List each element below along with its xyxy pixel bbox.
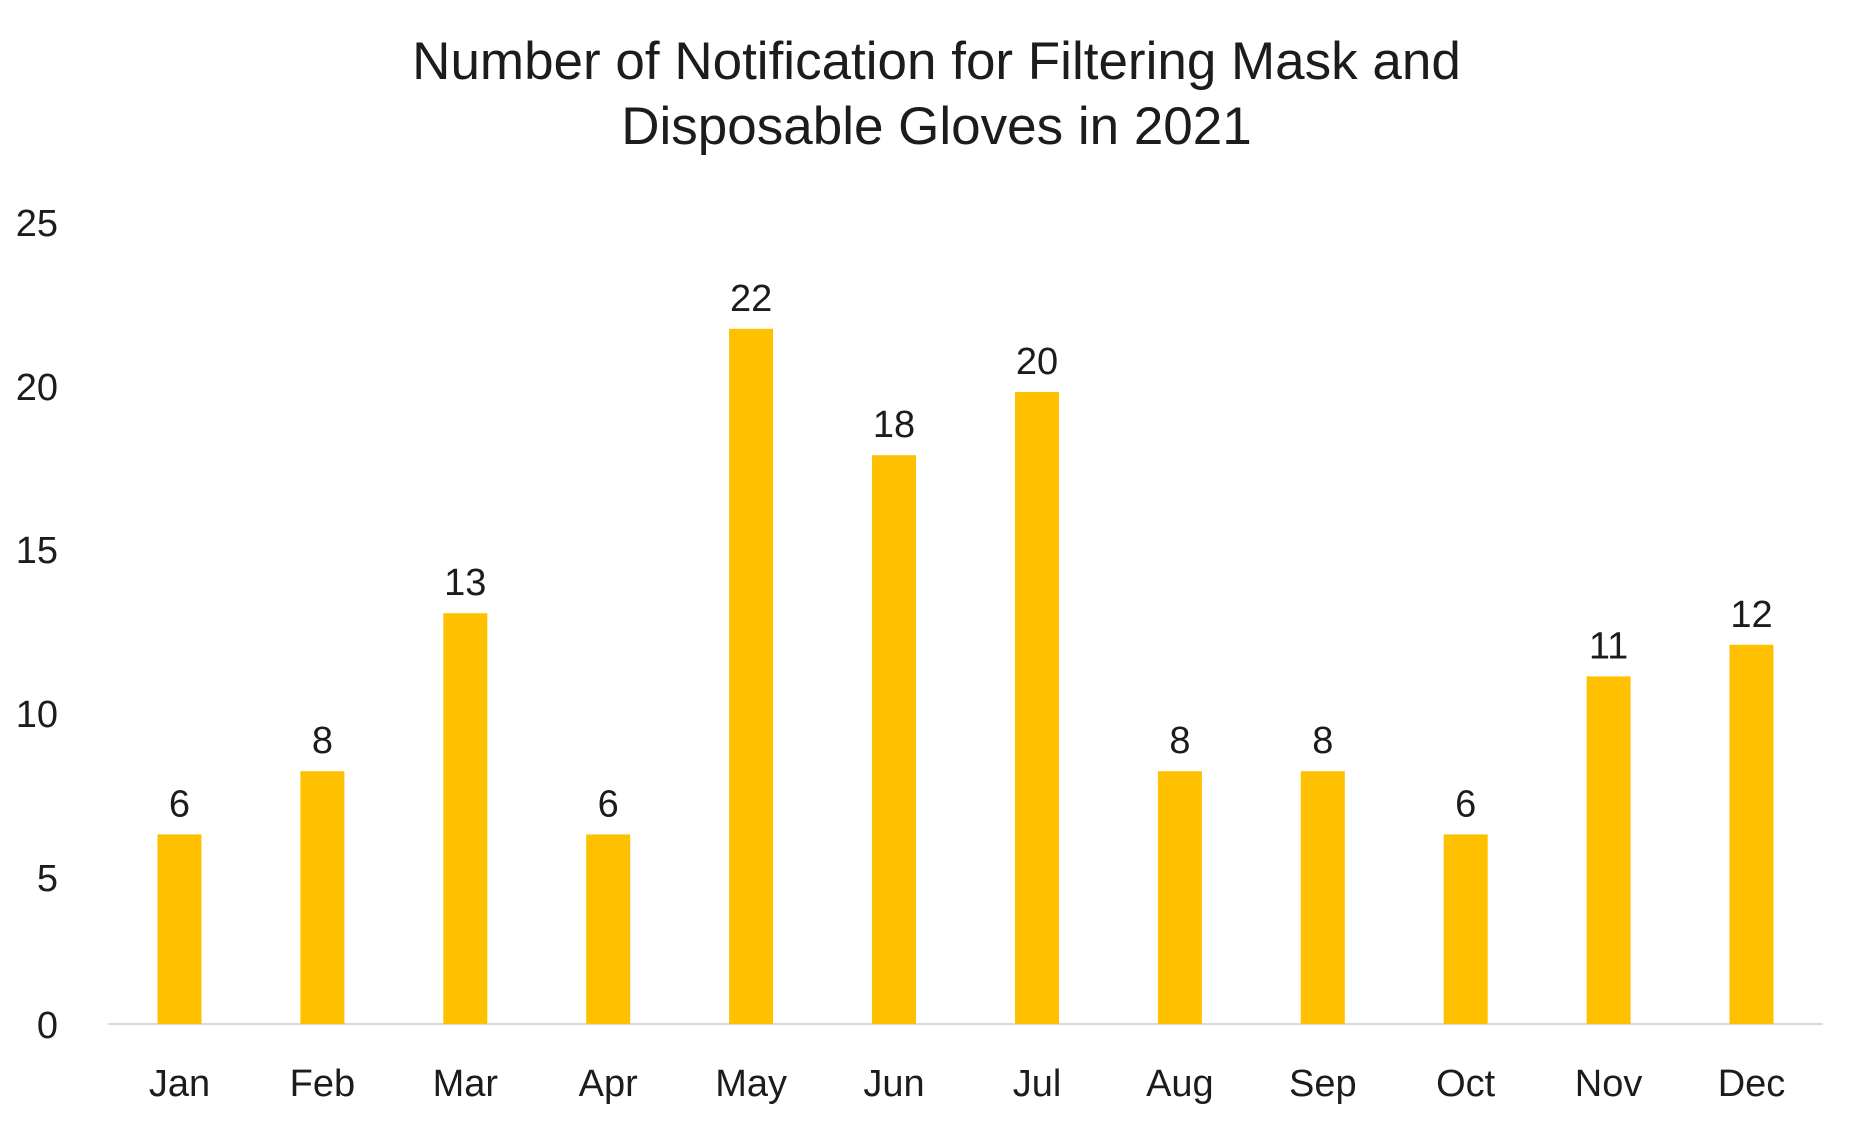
svg-text:11: 11: [1589, 625, 1628, 667]
svg-text:May: May: [715, 1063, 787, 1105]
svg-text:25: 25: [16, 203, 58, 245]
svg-text:Nov: Nov: [1575, 1063, 1643, 1105]
svg-text:6: 6: [598, 783, 619, 825]
svg-text:Feb: Feb: [290, 1063, 355, 1105]
svg-text:22: 22: [730, 278, 772, 320]
svg-text:Oct: Oct: [1436, 1063, 1496, 1105]
svg-text:Sep: Sep: [1289, 1063, 1357, 1105]
svg-text:15: 15: [16, 530, 58, 572]
svg-text:Mar: Mar: [433, 1063, 499, 1105]
svg-text:Apr: Apr: [579, 1063, 638, 1105]
svg-text:10: 10: [16, 694, 58, 736]
svg-text:5: 5: [37, 858, 58, 900]
svg-text:20: 20: [16, 367, 58, 409]
svg-text:Aug: Aug: [1146, 1063, 1214, 1105]
svg-text:Dec: Dec: [1718, 1063, 1786, 1105]
svg-text:13: 13: [444, 562, 486, 604]
svg-text:8: 8: [1169, 720, 1190, 762]
svg-text:0: 0: [37, 1005, 58, 1047]
svg-text:18: 18: [873, 404, 915, 446]
svg-text:Jun: Jun: [863, 1063, 924, 1105]
svg-text:8: 8: [312, 720, 333, 762]
svg-text:6: 6: [169, 783, 190, 825]
svg-text:20: 20: [1016, 341, 1058, 383]
svg-text:8: 8: [1312, 720, 1333, 762]
svg-text:Jan: Jan: [149, 1063, 210, 1105]
svg-text:12: 12: [1730, 594, 1772, 636]
svg-text:6: 6: [1455, 783, 1476, 825]
svg-text:Jul: Jul: [1013, 1063, 1062, 1105]
